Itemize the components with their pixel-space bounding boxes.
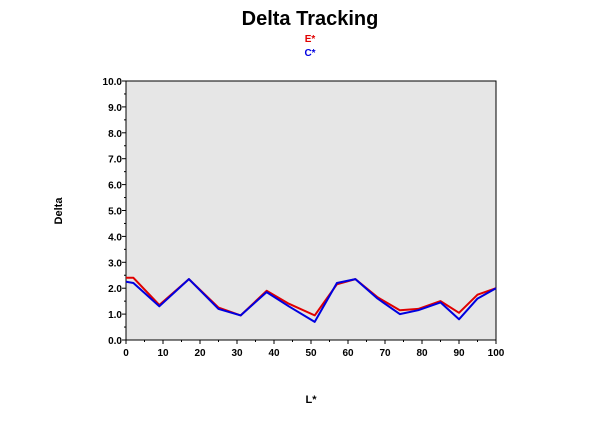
- y-axis: 0.0 1.0 2.0 3.0 4.0 5.0 6.0 7.0 8.0 9.0 10.0: [103, 77, 126, 347]
- y-tick-label-6: 6.0: [108, 181, 122, 192]
- y-tick-label-5: 5.0: [108, 207, 122, 218]
- y-axis-label: Delta: [53, 197, 65, 225]
- plot-area: [125, 80, 497, 341]
- x-tick-label-4: 40: [268, 348, 280, 359]
- chart-title: Delta Tracking: [242, 8, 379, 30]
- legend-entry-1: C*: [304, 48, 315, 59]
- y-tick-label-7: 7.0: [108, 155, 122, 166]
- y-tick-label-1: 1.0: [108, 310, 122, 321]
- y-tick-label-4: 4.0: [108, 232, 122, 243]
- y-tick-label-0: 0.0: [108, 336, 122, 347]
- x-tick-label-5: 50: [305, 348, 317, 359]
- series-layer: [125, 276, 497, 323]
- y-tick-label-10: 10.0: [103, 77, 123, 88]
- legend-entry-0: E*: [305, 34, 316, 45]
- x-tick-label-2: 20: [194, 348, 206, 359]
- x-axis-label: L*: [306, 394, 318, 406]
- legend: E* C*: [304, 34, 315, 59]
- x-tick-label-9: 90: [453, 348, 465, 359]
- y-tick-label-3: 3.0: [108, 258, 122, 269]
- x-axis: 0 10 20 30 40 50 60 70 80 90 100: [123, 340, 505, 359]
- x-tick-label-6: 60: [342, 348, 354, 359]
- x-tick-label-0: 0: [123, 348, 129, 359]
- x-tick-label-3: 30: [231, 348, 243, 359]
- series-line-C-1: [125, 278, 497, 323]
- x-tick-label-1: 10: [157, 348, 169, 359]
- y-tick-label-8: 8.0: [108, 129, 122, 140]
- x-tick-label-7: 70: [379, 348, 391, 359]
- x-tick-label-10: 100: [488, 348, 505, 359]
- y-tick-label-2: 2.0: [108, 284, 122, 295]
- y-tick-label-9: 9.0: [108, 103, 122, 114]
- x-tick-label-8: 80: [416, 348, 428, 359]
